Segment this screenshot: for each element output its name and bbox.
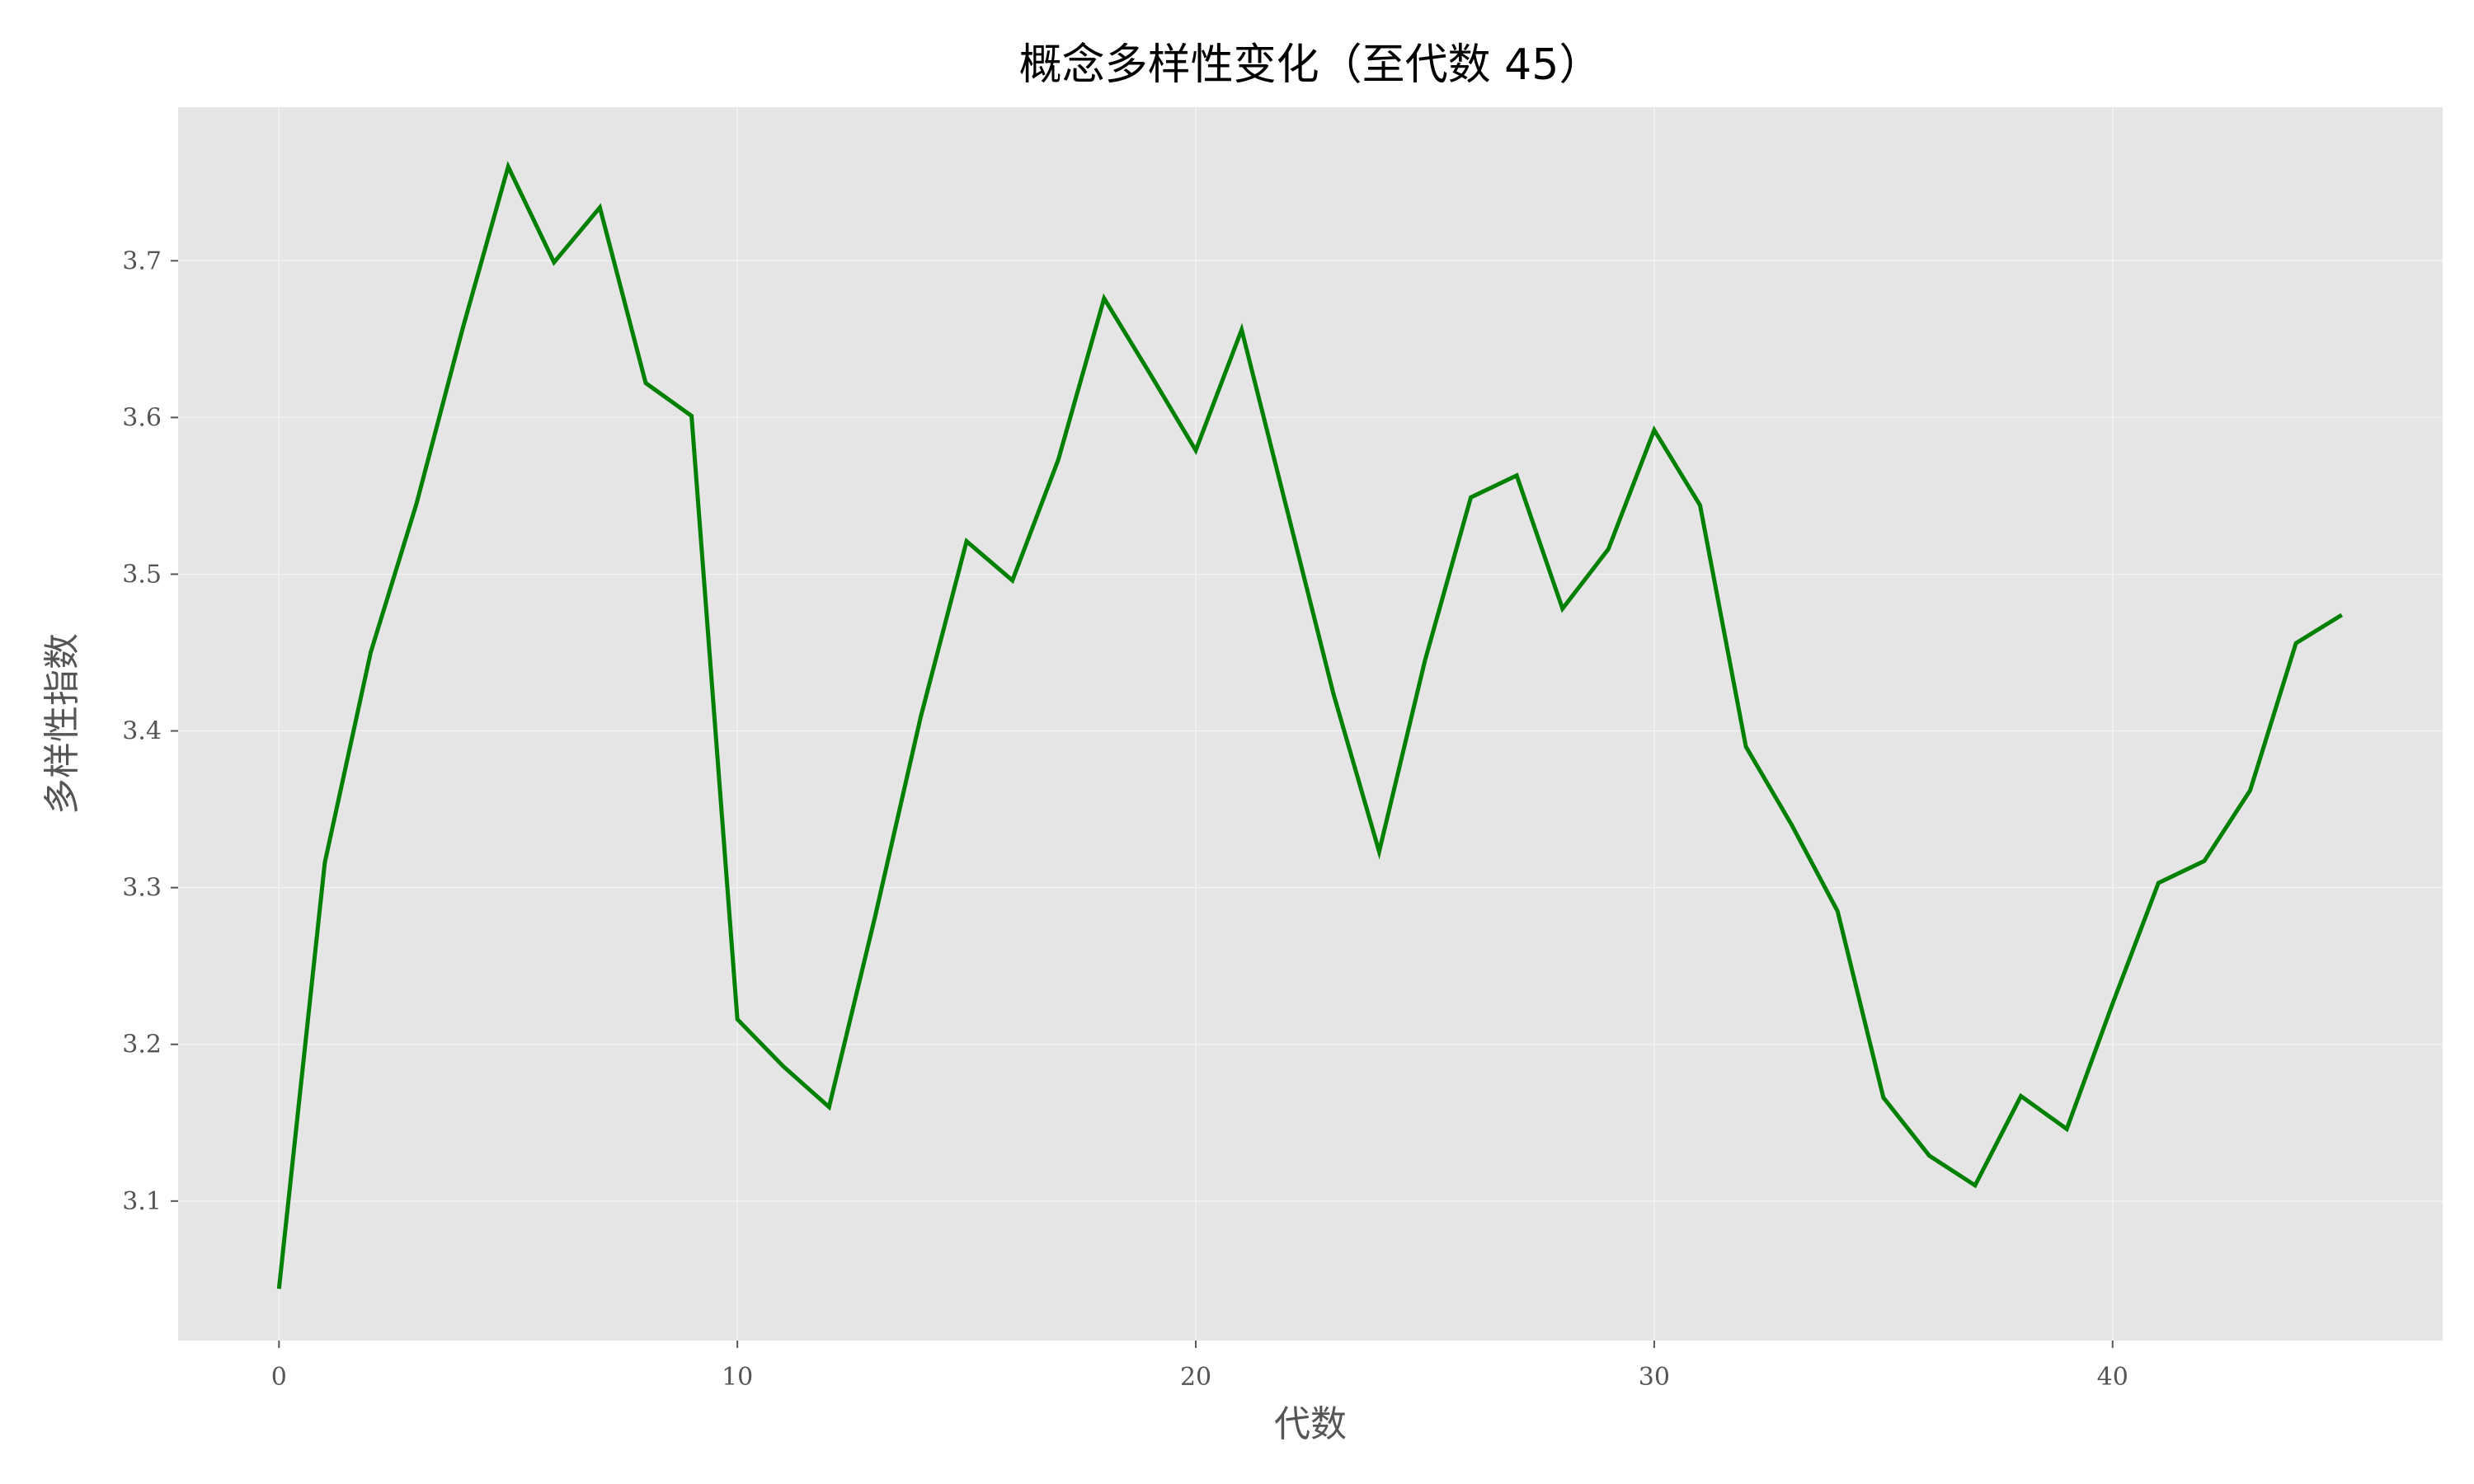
data-point [415, 501, 419, 505]
y-axis-title: 多样性指数 [41, 633, 83, 815]
data-point [1377, 849, 1381, 853]
x-tick-label: 0 [271, 1363, 287, 1392]
data-point [1286, 510, 1290, 514]
data-point [2110, 1002, 2114, 1006]
y-axis: 3.1 3.2 3.3 3.4 3.5 3.6 3.7 [122, 247, 178, 1216]
data-point [2065, 1127, 2069, 1131]
data-point [965, 539, 969, 543]
data-point [1148, 372, 1152, 376]
data-point [1056, 458, 1061, 462]
data-point [919, 715, 923, 719]
data-point [2202, 859, 2206, 863]
data-point [1010, 579, 1014, 583]
chart-title: 概念多样性变化（至代数 45） [1019, 40, 1602, 90]
y-tick-label: 3.4 [122, 717, 162, 746]
data-point [506, 165, 510, 169]
data-point [1790, 823, 1794, 827]
data-point [1331, 691, 1335, 695]
data-point [827, 1105, 831, 1109]
data-point [2248, 788, 2252, 792]
data-point [1836, 909, 1840, 913]
data-point [1973, 1183, 1978, 1187]
data-point [1881, 1096, 1885, 1100]
x-tick-label: 30 [1639, 1363, 1670, 1392]
x-tick-label: 10 [722, 1363, 753, 1392]
plot-panel [178, 107, 2443, 1341]
data-point [1239, 327, 1244, 331]
y-tick-label: 3.5 [122, 560, 162, 589]
data-point [781, 1064, 785, 1068]
data-point [1194, 448, 1198, 453]
x-axis-title: 代数 [1274, 1403, 1347, 1445]
y-tick-label: 3.3 [122, 874, 162, 903]
x-tick-label: 40 [2097, 1363, 2128, 1392]
series-line [276, 161, 2344, 1289]
data-point [2019, 1094, 2023, 1098]
data-point [1744, 744, 1748, 749]
data-point [689, 414, 694, 418]
data-point [1102, 296, 1106, 300]
data-point [1469, 495, 1473, 500]
y-tick-label: 3.6 [122, 403, 162, 432]
data-point [1698, 503, 1702, 507]
y-tick-label: 3.1 [122, 1187, 162, 1216]
data-point [1515, 473, 1519, 477]
data-point [277, 1287, 281, 1291]
x-tick-label: 20 [1180, 1363, 1211, 1392]
data-point [1606, 547, 1611, 552]
data-point [1652, 428, 1656, 432]
data-point [1423, 659, 1427, 663]
x-axis: 0 10 20 30 40 [271, 1341, 2128, 1392]
data-point [643, 381, 647, 385]
data-point [369, 650, 373, 655]
data-point [1560, 607, 1564, 611]
data-point [736, 1017, 740, 1021]
data-point [2157, 881, 2161, 885]
data-point [598, 205, 602, 209]
data-point [460, 327, 464, 331]
data-point [872, 915, 877, 919]
data-point [322, 861, 327, 865]
data-point [2294, 641, 2298, 646]
y-tick-label: 3.2 [122, 1031, 162, 1059]
data-point [1927, 1153, 1931, 1158]
data-point [552, 261, 556, 265]
y-tick-label: 3.7 [122, 247, 162, 275]
data-point [2340, 613, 2344, 617]
